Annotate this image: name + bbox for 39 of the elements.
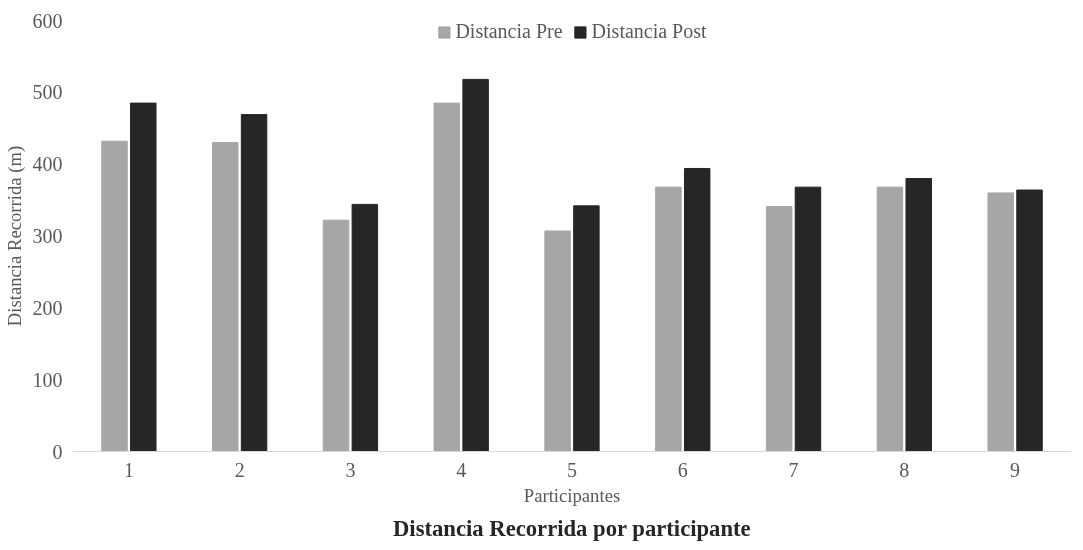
bar: [794, 186, 822, 452]
bar: [433, 102, 461, 452]
y-axis-title: Distancia Recorrida (m): [3, 145, 26, 327]
bar: [351, 203, 379, 452]
y-tick-label: 600: [32, 9, 63, 32]
y-tick-label: 500: [32, 81, 63, 104]
legend-label: Distancia Pre: [455, 20, 563, 43]
x-tick-label: 9: [1010, 458, 1021, 481]
bar: [987, 192, 1014, 452]
bar: [573, 205, 600, 452]
x-tick-label: 7: [788, 458, 799, 481]
x-tick-label: 2: [234, 458, 245, 481]
bar: [240, 114, 268, 452]
bar: [765, 206, 793, 452]
x-axis-title: Participantes: [523, 484, 621, 506]
x-tick-label: 1: [123, 458, 134, 481]
bar: [683, 167, 711, 452]
bar: [462, 78, 489, 452]
text: Distancia Recorrida por participante: [392, 515, 751, 541]
y-tick-label: 400: [32, 153, 63, 176]
y-tick-label: 0: [52, 440, 63, 463]
bar: [130, 102, 157, 452]
bar: [544, 230, 571, 452]
x-tick-label: 8: [899, 458, 910, 481]
bar: [322, 219, 350, 452]
y-tick-label: 100: [32, 368, 63, 391]
y-tick-label: 300: [32, 225, 63, 247]
bar: [212, 142, 239, 452]
bar: [101, 140, 128, 452]
x-tick-label: 4: [456, 458, 467, 481]
y-tick-label: 200: [32, 296, 63, 319]
x-tick-label: 3: [345, 458, 356, 481]
bar: [905, 178, 932, 452]
bar: [655, 186, 682, 452]
bar: [876, 186, 904, 452]
bar: [1016, 189, 1043, 452]
x-tick-label: 5: [567, 458, 577, 481]
x-tick-label: 6: [677, 458, 688, 481]
legend-label: Distancia Post: [591, 20, 707, 43]
